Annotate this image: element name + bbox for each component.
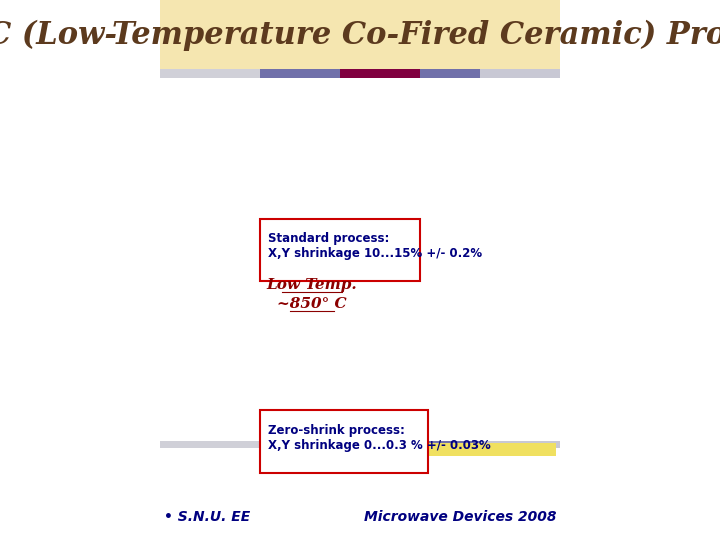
FancyBboxPatch shape xyxy=(260,410,428,472)
Bar xyxy=(160,441,260,448)
Bar xyxy=(160,69,260,78)
Bar xyxy=(480,441,560,448)
Text: Microwave Devices 2008: Microwave Devices 2008 xyxy=(364,510,557,524)
Text: Zero-shrink process:
X,Y shrinkage 0...0.3 % +/- 0.03%: Zero-shrink process: X,Y shrinkage 0...0… xyxy=(268,424,490,452)
Bar xyxy=(260,441,340,448)
Bar xyxy=(420,441,480,448)
Text: LTCC (Low-Temperature Co-Fired Ceramic) Process: LTCC (Low-Temperature Co-Fired Ceramic) … xyxy=(0,19,720,51)
Text: • S.N.U. EE: • S.N.U. EE xyxy=(163,510,250,524)
Bar xyxy=(340,69,420,78)
FancyBboxPatch shape xyxy=(160,0,560,70)
Bar xyxy=(420,69,480,78)
FancyBboxPatch shape xyxy=(420,443,557,456)
Bar xyxy=(260,69,340,78)
Text: Low Temp.: Low Temp. xyxy=(266,278,357,292)
FancyBboxPatch shape xyxy=(260,219,420,281)
Bar xyxy=(340,441,420,448)
Text: ~850° C: ~850° C xyxy=(277,296,347,310)
Bar xyxy=(480,69,560,78)
Text: Standard process:
X,Y shrinkage 10...15% +/- 0.2%: Standard process: X,Y shrinkage 10...15%… xyxy=(268,232,482,260)
